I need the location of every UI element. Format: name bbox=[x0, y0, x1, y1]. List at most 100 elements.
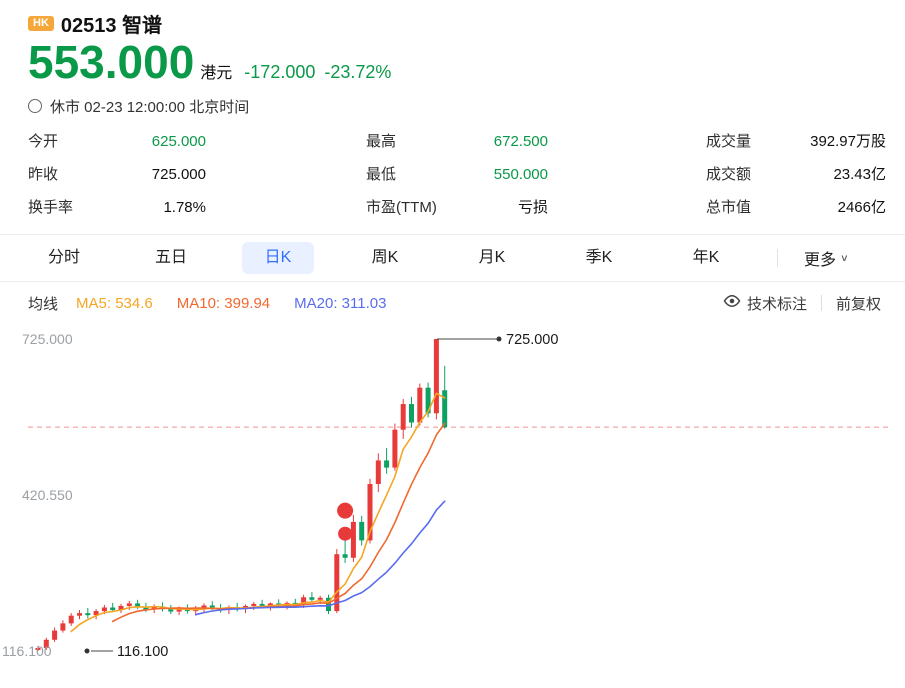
candle-body bbox=[77, 613, 82, 616]
candle-body bbox=[334, 554, 340, 612]
candle-body bbox=[43, 639, 49, 648]
candle-body bbox=[143, 606, 149, 610]
stat-value: 亏损 bbox=[517, 199, 548, 216]
stat-value: 392.97万股 bbox=[810, 133, 886, 150]
candle-body bbox=[425, 387, 431, 414]
candle-body bbox=[35, 647, 41, 651]
high-annotation-label: 725.000 bbox=[506, 332, 558, 348]
candlestick-chart[interactable]: 725.000 420.550 116.100 725.000 116.100 bbox=[0, 324, 905, 676]
stat-label: 成交量 bbox=[706, 133, 752, 150]
candle-body bbox=[417, 387, 423, 423]
eye-icon bbox=[723, 294, 741, 312]
candle-body bbox=[201, 605, 207, 609]
stat-high: 最高 672.500 bbox=[366, 125, 548, 158]
stat-value: 672.500 bbox=[493, 133, 548, 150]
candle-body bbox=[433, 339, 439, 414]
more-label: 更多 bbox=[804, 252, 837, 269]
candle-body bbox=[400, 404, 406, 430]
high-annotation-dot bbox=[496, 336, 502, 342]
stock-code-name: 02513 智谱 bbox=[60, 14, 163, 37]
candle-body bbox=[309, 597, 315, 600]
stat-prev-close: 昨收 725.000 bbox=[28, 158, 206, 191]
kline-svg[interactable]: 725.000 420.550 116.100 725.000 116.100 bbox=[0, 324, 905, 676]
chart-period-tabs: 分时 五日 日K 周K 月K 季K 年K 更多 ∨ bbox=[0, 234, 905, 282]
candle-body bbox=[251, 603, 257, 606]
event-marker-dot bbox=[338, 526, 353, 541]
tab-minute[interactable]: 分时 bbox=[47, 249, 80, 266]
stat-label: 总市值 bbox=[706, 199, 752, 216]
candle-body bbox=[176, 608, 182, 612]
stat-label: 市盈(TTM) bbox=[366, 199, 437, 216]
price-row: 553.000 港元 -172.000 -23.72% bbox=[0, 38, 905, 90]
tab-weekly-k[interactable]: 周K bbox=[371, 249, 399, 266]
ma-legend-row: 均线 MA5: 534.6 MA10: 399.94 MA20: 311.03 … bbox=[0, 282, 905, 324]
forward-adjust-button[interactable]: 前复权 bbox=[836, 293, 881, 314]
tab-yearly-k[interactable]: 年K bbox=[692, 249, 720, 266]
tab-5day[interactable]: 五日 bbox=[154, 249, 187, 266]
chart-toolbar: 技术标注 前复权 bbox=[723, 293, 881, 314]
stat-label: 最高 bbox=[366, 133, 397, 150]
market-status-row: 休市 02-23 12:00:00 北京时间 bbox=[0, 95, 905, 117]
technical-annotation-button[interactable]: 技术标注 bbox=[723, 293, 807, 314]
candle-body bbox=[326, 597, 331, 612]
low-annotation-dot bbox=[84, 648, 90, 654]
candle-body bbox=[151, 606, 157, 610]
stat-label: 换手率 bbox=[28, 199, 74, 216]
ma5-legend: MA5: 534.6 bbox=[76, 294, 153, 312]
stock-header: HK 02513 智谱 bbox=[0, 0, 905, 37]
stat-low: 最低 550.000 bbox=[366, 158, 548, 191]
candle-body bbox=[209, 605, 215, 609]
stat-open: 今开 625.000 bbox=[28, 125, 206, 158]
currency-label: 港元 bbox=[200, 65, 233, 82]
candle-body bbox=[392, 429, 398, 468]
stat-label: 今开 bbox=[28, 133, 59, 150]
candle-body bbox=[317, 597, 323, 600]
ma20-legend: MA20: 311.03 bbox=[294, 294, 387, 312]
stat-value: 2466亿 bbox=[837, 199, 886, 216]
candle-body bbox=[101, 607, 107, 612]
stat-label: 成交额 bbox=[706, 166, 752, 183]
price-change-percent: -23.72% bbox=[324, 62, 392, 82]
tab-monthly-k[interactable]: 月K bbox=[478, 249, 506, 266]
candle-body bbox=[85, 613, 91, 616]
stat-label: 昨收 bbox=[28, 166, 59, 183]
candle-body bbox=[60, 623, 66, 631]
clock-icon bbox=[28, 99, 42, 113]
stats-column-1: 今开 625.000 昨收 725.000 换手率 1.78% bbox=[28, 125, 206, 224]
chevron-down-icon: ∨ bbox=[840, 252, 849, 264]
candle-body bbox=[442, 390, 448, 428]
y-axis-label: 725.000 bbox=[22, 331, 73, 347]
tab-quarterly-k[interactable]: 季K bbox=[585, 249, 613, 266]
stat-volume: 成交量 392.97万股 bbox=[706, 125, 886, 158]
toolbar-divider bbox=[820, 295, 822, 311]
candle-body bbox=[267, 603, 273, 607]
candle-body bbox=[350, 521, 356, 558]
stat-value: 23.43亿 bbox=[833, 166, 886, 183]
candle-body bbox=[301, 597, 307, 605]
candle-body bbox=[68, 615, 74, 624]
ma20-line bbox=[194, 500, 446, 616]
quote-stats: 今开 625.000 昨收 725.000 换手率 1.78% 最高 672.5… bbox=[0, 125, 905, 224]
candle-body bbox=[259, 603, 265, 607]
candle-body bbox=[384, 460, 390, 468]
market-tag: HK bbox=[28, 15, 54, 31]
technical-annotation-label: 技术标注 bbox=[746, 295, 807, 313]
candle-body bbox=[118, 605, 124, 611]
stat-value: 1.78% bbox=[163, 199, 206, 216]
stat-label: 最低 bbox=[366, 166, 397, 183]
tabs-divider bbox=[777, 249, 778, 267]
current-price: 553.000 bbox=[28, 36, 195, 88]
tab-daily-k[interactable]: 日K bbox=[242, 242, 314, 274]
candle-body bbox=[359, 521, 365, 541]
stat-value: 550.000 bbox=[493, 166, 548, 183]
more-periods-button[interactable]: 更多 ∨ bbox=[804, 246, 849, 270]
ma-prefix-label: 均线 bbox=[28, 295, 59, 313]
y-axis-label: 420.550 bbox=[22, 487, 73, 503]
stat-value: 625.000 bbox=[151, 133, 206, 150]
stats-column-3: 成交量 392.97万股 成交额 23.43亿 总市值 2466亿 bbox=[706, 125, 886, 224]
ma5-line bbox=[70, 392, 446, 633]
candle-body bbox=[126, 603, 132, 606]
price-change: -172.000 bbox=[244, 62, 316, 82]
candle-body bbox=[93, 611, 99, 616]
